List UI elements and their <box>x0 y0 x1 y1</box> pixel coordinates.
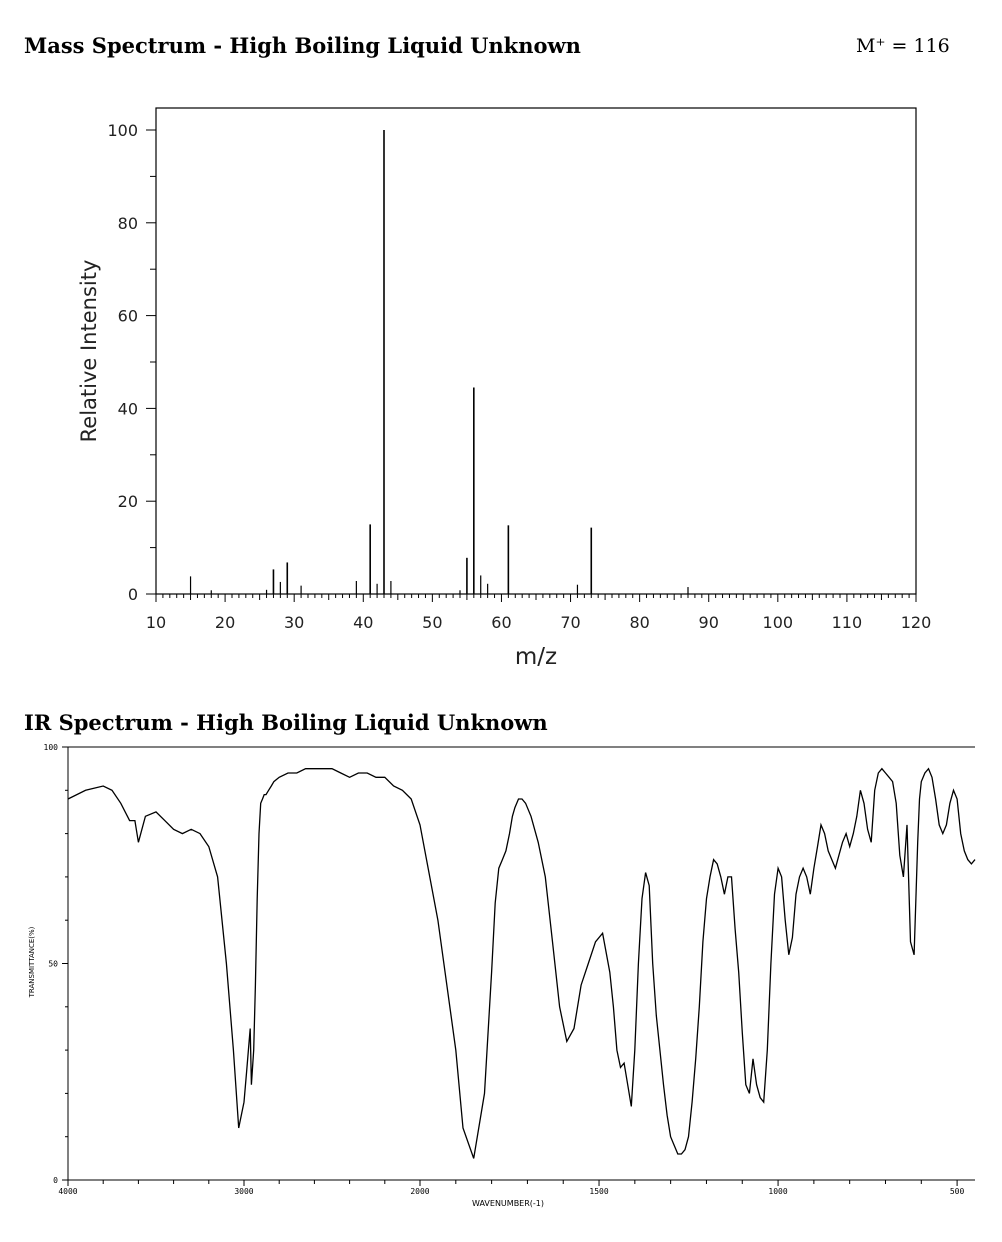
ms-x-tick-label: 110 <box>832 613 863 632</box>
mass-spectrum-title: Mass Spectrum - High Boiling Liquid Unkn… <box>24 33 581 58</box>
ms-y-tick-label: 20 <box>118 492 138 511</box>
ms-x-tick-label: 10 <box>146 613 166 632</box>
ir-spectrum-title: IR Spectrum - High Boiling Liquid Unknow… <box>24 710 548 735</box>
ms-x-tick-label: 60 <box>491 613 511 632</box>
ms-x-tick-label: 100 <box>763 613 794 632</box>
ms-y-tick-label: 60 <box>118 307 138 326</box>
ir-y-tick-label: 100 <box>44 743 59 752</box>
ms-x-tick-label: 90 <box>699 613 719 632</box>
ir-transmittance-curve <box>67 767 976 1159</box>
ms-y-tick-label: 0 <box>128 585 138 604</box>
ir-x-tick-label: 3000 <box>234 1187 253 1196</box>
ms-y-tick-label: 80 <box>118 214 138 233</box>
mass-spectrum-chart: 10 20 30 40 50 60 70 80 90 100 110 120020406080100 … <box>77 107 932 670</box>
ir-x-axis-title: WAVENUMBER(-1) <box>472 1199 544 1208</box>
ir-x-tick-label: 2000 <box>410 1187 429 1196</box>
molecular-ion-label: M⁺ = 116 <box>856 35 950 57</box>
ms-x-axis-title: m/z <box>515 644 557 670</box>
ms-x-tick-label: 80 <box>629 613 649 632</box>
ir-x-tick-label: 1000 <box>768 1187 787 1196</box>
ms-y-tick-label: 100 <box>107 121 138 140</box>
ir-x-tick-label: 1500 <box>589 1187 608 1196</box>
ms-x-tick-label: 20 <box>215 613 235 632</box>
ms-x-tick-label: 120 <box>901 613 932 632</box>
ms-plot-frame <box>155 107 917 595</box>
ms-x-tick-label: 50 <box>422 613 442 632</box>
ir-y-tick-label: 50 <box>48 960 58 969</box>
ms-y-tick-label: 40 <box>118 399 138 418</box>
ir-x-tick-label: 500 <box>950 1187 965 1196</box>
ir-y-tick-label: 0 <box>53 1176 58 1185</box>
ms-x-tick-label: 70 <box>560 613 580 632</box>
ir-y-axis-title: TRANSMITTANCE(%) <box>28 926 36 998</box>
ir-x-tick-label: 4000 <box>58 1187 77 1196</box>
ms-x-tick-label: 30 <box>284 613 304 632</box>
ms-x-tick-label: 40 <box>353 613 373 632</box>
ms-y-axis-title: Relative Intensity <box>77 260 101 443</box>
ir-spectrum-chart: 4000 3000 2000 1500 1000 500 0 50 100 TRANSMITTA… <box>28 743 976 1208</box>
